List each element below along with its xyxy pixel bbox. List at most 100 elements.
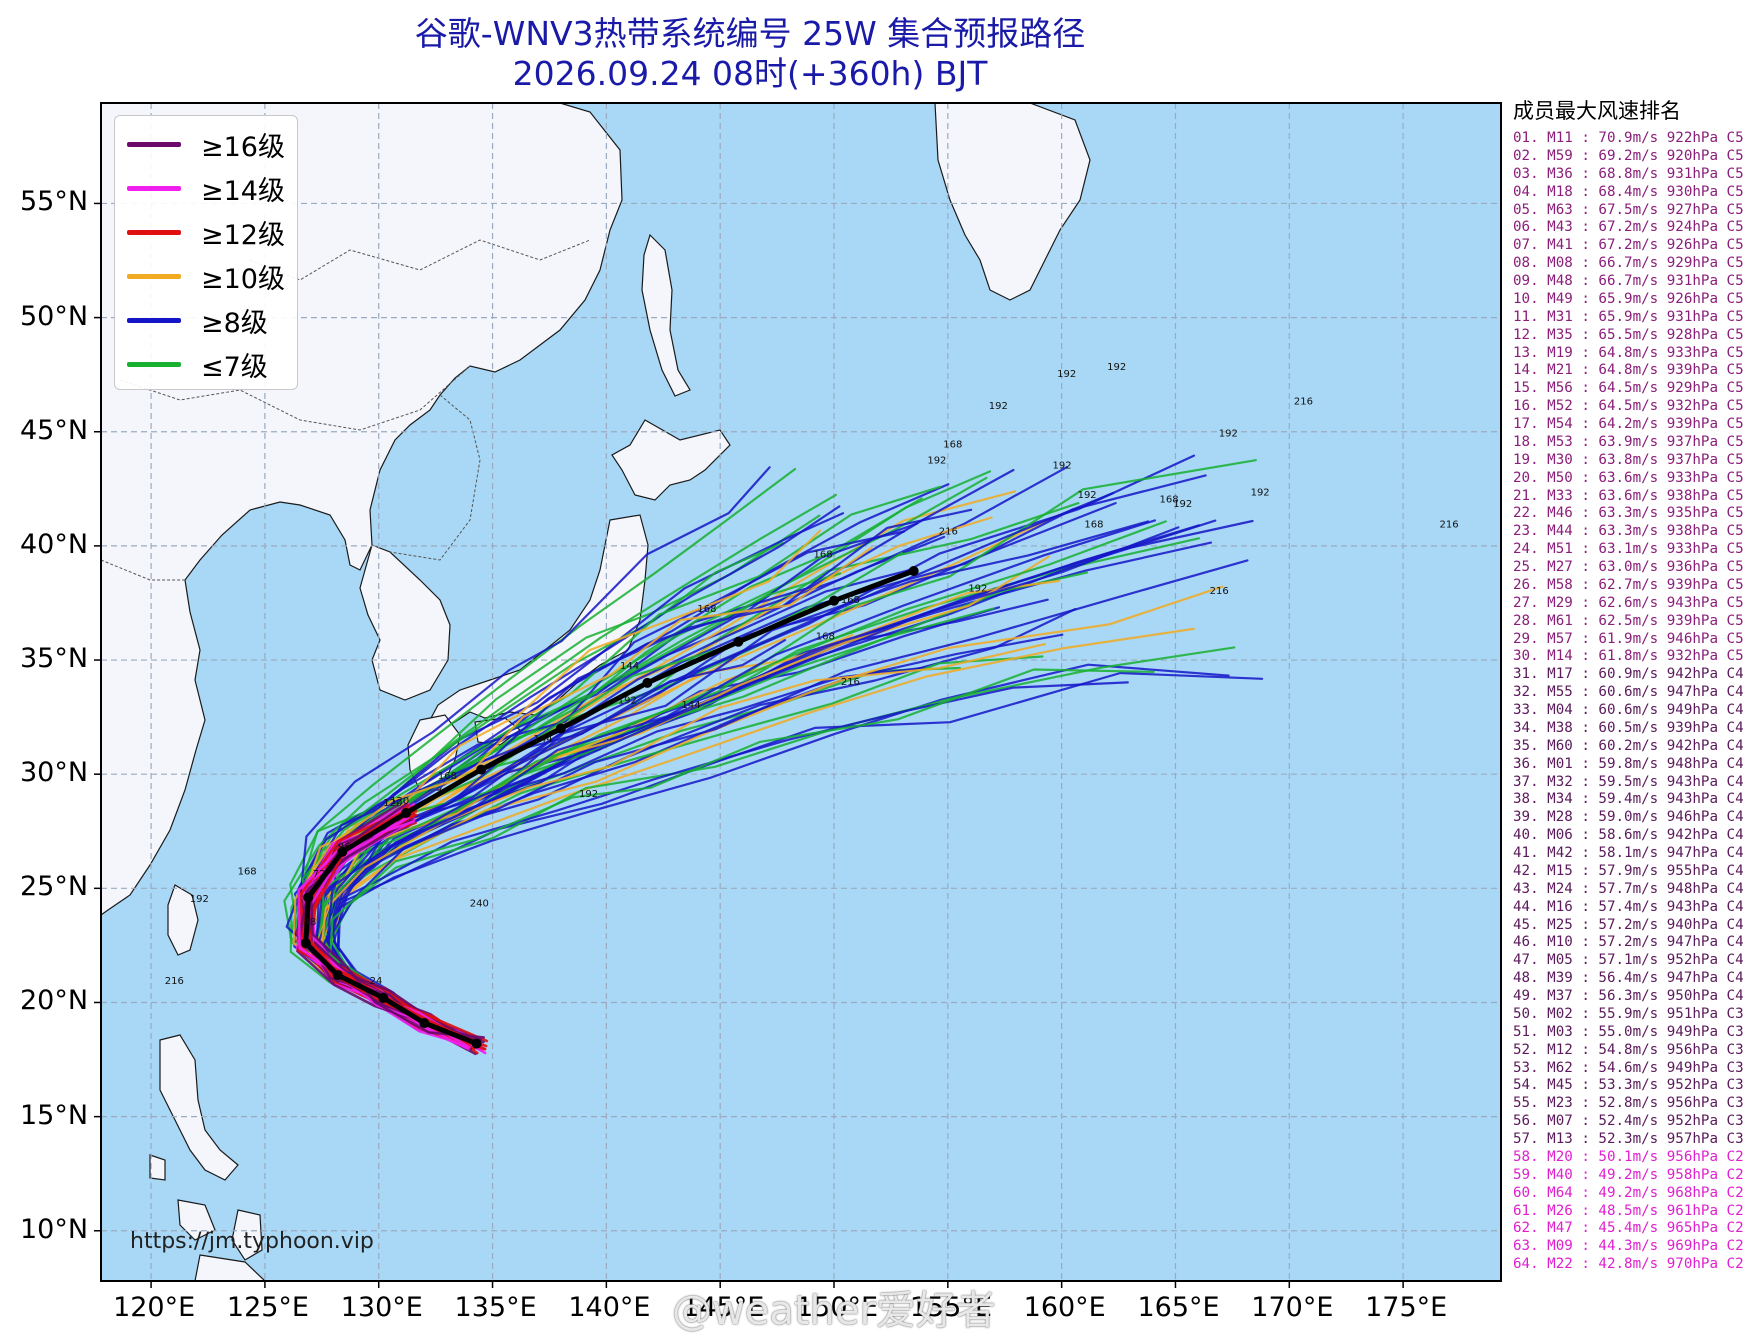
legend-label: ≥10级 — [201, 263, 285, 295]
track-hour-label: 216 — [1210, 586, 1229, 597]
ranking-entry: 44. M16 : 57.4m/s 943hPa C4 — [1513, 898, 1744, 915]
country-borders — [101, 239, 591, 581]
track-hour-label: 192 — [927, 456, 946, 467]
ranking-entry: 13. M19 : 64.8m/s 933hPa C5 — [1513, 344, 1744, 361]
legend-swatch — [127, 273, 181, 279]
lat-label: 35°N — [20, 643, 89, 675]
legend-label: ≥8级 — [201, 307, 268, 339]
map-border — [100, 102, 1502, 1282]
legend-swatch — [127, 185, 181, 191]
lat-label: 20°N — [20, 985, 89, 1017]
ranking-entry: 10. M49 : 65.9m/s 926hPa C5 — [1513, 290, 1744, 307]
mean-track-point — [303, 892, 314, 903]
mean-track-point — [555, 723, 566, 734]
ranking-entry: 38. M34 : 59.4m/s 943hPa C4 — [1513, 791, 1744, 808]
ranking-entry: 61. M26 : 48.5m/s 961hPa C2 — [1513, 1202, 1744, 1219]
track-hour-label: 192 — [1251, 488, 1270, 499]
track-hour-label: 192 — [1107, 362, 1126, 373]
lon-label: 125°E — [226, 1292, 309, 1323]
ranking-entry: 46. M10 : 57.2m/s 947hPa C4 — [1513, 934, 1744, 951]
track-hour-label: 192 — [579, 789, 598, 800]
ranking-entry: 40. M06 : 58.6m/s 942hPa C4 — [1513, 827, 1744, 844]
ensemble-track-intense — [309, 803, 485, 1039]
mean-track-point — [471, 1038, 482, 1049]
ranking-entry: 15. M56 : 64.5m/s 929hPa C5 — [1513, 380, 1744, 397]
mean-track-point — [908, 566, 919, 577]
legend-swatch — [127, 317, 181, 323]
track-hour-label: 216 — [1294, 396, 1313, 407]
ranking-entry: 08. M08 : 66.7m/s 929hPa C5 — [1513, 255, 1744, 272]
legend-item: ≥12级 — [127, 214, 285, 251]
ranking-entry: 18. M53 : 63.9m/s 937hPa C5 — [1513, 433, 1744, 450]
legend-label: ≥16级 — [201, 131, 285, 163]
ranking-entry: 22. M46 : 63.3m/s 935hPa C5 — [1513, 505, 1744, 522]
ranking-entry: 33. M04 : 60.6m/s 949hPa C4 — [1513, 702, 1744, 718]
ranking-entry: 27. M29 : 62.6m/s 943hPa C5 — [1513, 594, 1744, 611]
track-hour-label: 168 — [816, 631, 835, 642]
legend-label: ≥14级 — [201, 175, 285, 207]
track-hour-label: 96 — [338, 842, 351, 853]
landmass-mindoro — [149, 1154, 166, 1181]
mean-track-point — [419, 1018, 430, 1029]
chart-title: 谷歌-WNV3热带系统编号 25W 集合预报路径 2026.09.24 08时(… — [0, 14, 1500, 94]
track-hour-label: 192 — [618, 695, 637, 706]
ranking-entry: 31. M17 : 60.9m/s 942hPa C4 — [1513, 666, 1744, 683]
ranking-entry: 21. M33 : 63.6m/s 938hPa C5 — [1513, 487, 1744, 504]
track-hour-label: 192 — [1078, 490, 1097, 501]
map-gridlines — [101, 103, 1501, 1281]
mean-track-point — [300, 938, 311, 949]
ranking-entry: 04. M18 : 68.4m/s 930hPa C5 — [1513, 183, 1744, 200]
ranking-entry: 32. M55 : 60.6m/s 947hPa C4 — [1513, 684, 1744, 701]
chart-title-line1: 谷歌-WNV3热带系统编号 25W 集合预报路径 — [414, 14, 1086, 53]
track-hour-label: 216 — [841, 677, 860, 688]
lat-label: 10°N — [20, 1213, 89, 1245]
mean-track-point — [378, 992, 389, 1003]
mean-track-point — [332, 970, 343, 981]
track-hour-label: 168 — [438, 771, 457, 782]
ranking-entry: 26. M58 : 62.7m/s 939hPa C5 — [1513, 576, 1744, 593]
mean-track-point — [476, 764, 487, 775]
lon-label: 145°E — [682, 1292, 765, 1323]
legend-item: ≥10级 — [127, 258, 285, 295]
ensemble-track-intense — [297, 820, 470, 1051]
ranking-entry: 60. M64 : 49.2m/s 968hPa C2 — [1513, 1184, 1744, 1201]
track-hour-labels: 2448729612014414414416819221624016816816… — [165, 362, 1459, 987]
track-hour-label: 216 — [1440, 520, 1459, 531]
lat-label: 40°N — [20, 528, 89, 560]
landmass-luzon — [159, 1034, 239, 1181]
legend-item: ≥16级 — [127, 126, 285, 163]
track-hour-label: 168 — [943, 440, 962, 451]
source-url[interactable]: https://jm.typhoon.vip — [130, 1229, 374, 1254]
track-hour-label: 168 — [814, 549, 833, 560]
lon-label: 120°E — [113, 1292, 196, 1323]
ranking-entry: 17. M54 : 64.2m/s 939hPa C5 — [1513, 416, 1744, 432]
ranking-entry: 45. M25 : 57.2m/s 940hPa C4 — [1513, 916, 1744, 933]
mean-track-point — [401, 807, 412, 818]
ranking-entry: 11. M31 : 65.9m/s 931hPa C5 — [1513, 308, 1744, 325]
ranking-entry: 19. M30 : 63.8m/s 937hPa C5 — [1513, 451, 1744, 468]
track-hour-label: 192 — [989, 401, 1008, 412]
ranking-entry: 41. M42 : 58.1m/s 947hPa C4 — [1513, 845, 1744, 861]
ranking-entry: 06. M43 : 67.2m/s 924hPa C5 — [1513, 219, 1744, 236]
legend-swatch — [127, 229, 181, 235]
border-line — [101, 559, 185, 581]
track-hour-label: 144 — [620, 661, 639, 672]
legend-item: ≥14级 — [127, 170, 285, 207]
lon-label: 160°E — [1023, 1292, 1106, 1323]
track-hour-label: 144 — [681, 700, 700, 711]
lon-label: 165°E — [1137, 1292, 1220, 1323]
ranking-entry: 42. M15 : 57.9m/s 955hPa C4 — [1513, 862, 1744, 879]
track-hour-label: 192 — [968, 584, 987, 595]
track-hour-label: 24 — [370, 976, 383, 987]
mean-track-point — [829, 595, 840, 606]
ranking-entry: 54. M45 : 53.3m/s 952hPa C3 — [1513, 1077, 1744, 1094]
ranking-entry: 02. M59 : 69.2m/s 920hPa C5 — [1513, 147, 1744, 164]
track-hour-label: 168 — [1160, 495, 1179, 506]
track-hour-label: 168 — [841, 595, 860, 606]
ranking-entry: 59. M40 : 49.2m/s 958hPa C2 — [1513, 1166, 1744, 1183]
landmass-korea — [359, 544, 451, 701]
ranking-entry: 58. M20 : 50.1m/s 956hPa C2 — [1513, 1148, 1744, 1165]
ranking-entry: 53. M62 : 54.6m/s 949hPa C3 — [1513, 1059, 1744, 1076]
ranking-entry: 37. M32 : 59.5m/s 943hPa C4 — [1513, 773, 1744, 790]
mean-track — [300, 566, 919, 1049]
